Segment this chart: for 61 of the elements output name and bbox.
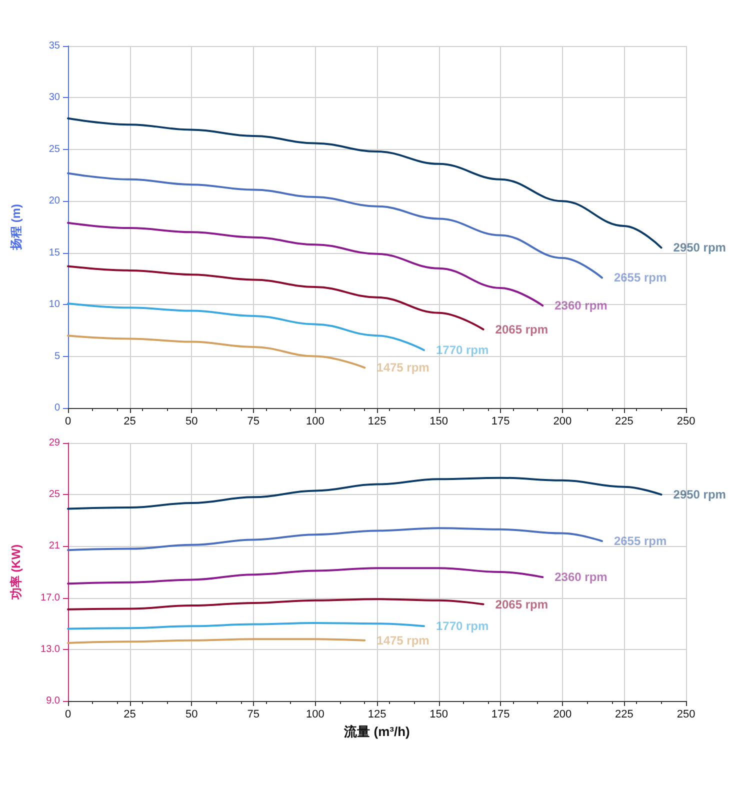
y-axis-title: 功率 (KW): [9, 544, 23, 601]
series-label: 1475 rpm: [376, 633, 430, 648]
x-tick-label: 75: [247, 416, 260, 428]
x-tick-label: 125: [368, 416, 386, 428]
series-label: 2950 rpm: [673, 240, 726, 255]
series-label: 1475 rpm: [376, 360, 430, 375]
line-series: [67, 476, 662, 510]
line-series: [67, 117, 662, 249]
y-tick-label: 20: [48, 196, 60, 207]
y-tick-label: 25: [48, 144, 60, 155]
x-tick-label: 225: [615, 708, 634, 720]
y-tick-label: 9.0: [46, 696, 60, 706]
y-tick-label: 0: [54, 402, 60, 414]
line-series: [67, 302, 425, 352]
y-tick-label: 15: [48, 247, 60, 258]
x-tick-label: 150: [430, 708, 448, 720]
x-tick-label: 125: [368, 708, 386, 720]
x-tick-label: 50: [185, 708, 198, 720]
y-tick-label: 10: [48, 299, 60, 310]
x-tick-label: 175: [491, 416, 510, 428]
y-tick-label: 13.0: [40, 644, 60, 655]
series-label: 2360 rpm: [554, 570, 608, 584]
x-tick-label: 75: [247, 708, 260, 720]
line-series: [67, 598, 484, 610]
y-tick-label: 30: [48, 92, 60, 104]
x-tick-label: 200: [553, 416, 572, 428]
x-tick-label: 175: [491, 708, 510, 720]
x-tick-label: 100: [306, 708, 324, 720]
series-label: 2655 rpm: [614, 534, 667, 548]
y-tick-label: 29: [48, 438, 60, 448]
x-tick-label: 50: [185, 416, 198, 428]
x-tick-label: 0: [64, 708, 72, 720]
y-tick-label: 17.0: [40, 592, 60, 604]
series-label: 2950 rpm: [673, 488, 726, 502]
x-tick-label: 250: [676, 416, 696, 428]
series-label: 2065 rpm: [495, 597, 548, 612]
x-tick-label: 200: [553, 708, 572, 720]
series-label: 2065 rpm: [495, 322, 548, 336]
y-tick-label: 35: [48, 40, 60, 52]
line-series: [67, 567, 544, 585]
y-tick-label: 5: [54, 350, 60, 362]
x-axis-title: 流量 (m³/h): [343, 724, 410, 739]
x-tick-label: 25: [124, 708, 136, 720]
x-tick-label: 25: [124, 416, 136, 428]
line-series: [67, 265, 484, 330]
line-series: [67, 527, 603, 552]
x-tick-label: 0: [64, 416, 72, 428]
series-label: 1770 rpm: [436, 343, 489, 358]
series-label: 2655 rpm: [614, 270, 667, 285]
series-label: 2360 rpm: [554, 298, 608, 313]
x-tick-label: 250: [676, 708, 696, 720]
x-tick-label: 225: [615, 416, 634, 428]
line-series: [67, 334, 366, 369]
x-tick-label: 150: [430, 416, 448, 428]
x-tick-label: 100: [306, 416, 324, 428]
y-tick-label: 25: [48, 489, 60, 500]
y-axis-title: 扬程 (m): [9, 204, 23, 251]
line-series: [67, 172, 603, 279]
line-series: [67, 222, 544, 307]
y-tick-label: 21: [48, 540, 60, 552]
series-label: 1770 rpm: [436, 619, 489, 634]
